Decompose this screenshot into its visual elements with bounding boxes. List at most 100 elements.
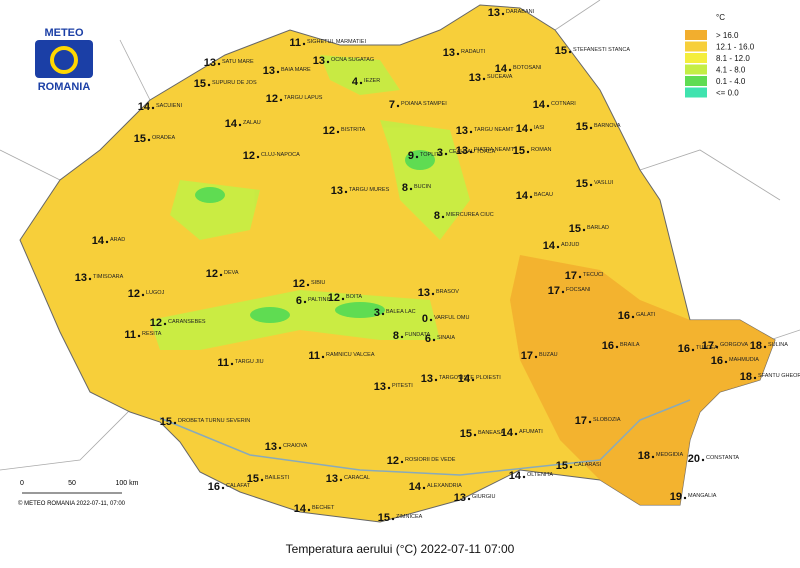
station-name: SULINA bbox=[768, 342, 788, 348]
station-value: 11 bbox=[308, 350, 320, 362]
station: 18 SFANTU GHEORGHE bbox=[740, 371, 800, 383]
legend: °C > 16.0 12.1 - 16.0 8.1 - 12.0 4.1 - 8.0 0… bbox=[685, 13, 755, 98]
station-value: 12 bbox=[243, 150, 255, 162]
station-dot bbox=[763, 345, 767, 349]
station: 13 GIURGIU bbox=[454, 492, 496, 504]
station-value: 15 bbox=[556, 460, 568, 472]
station-dot bbox=[409, 187, 413, 191]
station-name: MANGALIA bbox=[688, 493, 717, 499]
station-value: 14 bbox=[92, 235, 105, 247]
scale-tick: 100 km bbox=[116, 480, 139, 487]
station-name: AFUMATI bbox=[519, 429, 543, 435]
station-name: CLUJ-NAPOCA bbox=[261, 152, 300, 158]
station-dot bbox=[396, 104, 400, 108]
station-value: 14 bbox=[533, 99, 546, 111]
station-name: MAHMUDIA bbox=[729, 357, 759, 363]
station-value: 15 bbox=[576, 121, 588, 133]
station-dot bbox=[529, 195, 533, 199]
station-name: IASI bbox=[534, 125, 545, 131]
station-dot bbox=[88, 277, 92, 281]
station-value: 15 bbox=[134, 133, 146, 145]
station-name: ROSIORII DE VEDE bbox=[405, 457, 456, 463]
station: 18 MEDGIDIA bbox=[638, 450, 684, 462]
legend-label: 8.1 - 12.0 bbox=[716, 54, 750, 63]
station-value: 14 bbox=[495, 63, 508, 75]
station-dot bbox=[217, 62, 221, 66]
station-name: PIATRA NEAMT bbox=[474, 147, 515, 153]
station: 13 DARABANI bbox=[488, 7, 535, 19]
station: 11 SIGHETUL MARMATIEI bbox=[289, 37, 366, 49]
station: 15 BARLAD bbox=[569, 223, 609, 235]
legend-label: > 16.0 bbox=[716, 31, 739, 40]
station-value: 13 bbox=[374, 381, 386, 393]
station: 14 BACAU bbox=[516, 190, 553, 202]
scale-bar: 0 50 100 km © METEO ROMANIA 2022-07-11, … bbox=[18, 480, 139, 507]
station: 16 MAHMUDIA bbox=[711, 355, 760, 367]
station-dot bbox=[753, 376, 757, 380]
station-value: 12 bbox=[387, 455, 399, 467]
station-value: 16 bbox=[602, 340, 614, 352]
station-dot bbox=[173, 421, 177, 425]
station-name: ZIMNICEA bbox=[396, 514, 423, 520]
station: 12 SIBIU bbox=[293, 278, 326, 290]
station-dot bbox=[219, 273, 223, 277]
station-dot bbox=[444, 152, 448, 156]
station: 17 SLOBOZIA bbox=[575, 415, 621, 427]
station-dot bbox=[391, 517, 395, 521]
station-name: ROMAN bbox=[531, 147, 552, 153]
station: 7 POIANA STAMPEI bbox=[389, 99, 447, 111]
station: 15 DROBETA TURNU SEVERIN bbox=[160, 416, 251, 428]
station-value: 18 bbox=[750, 340, 762, 352]
station-name: PITESTI bbox=[392, 383, 413, 389]
station-name: BAILESTI bbox=[265, 475, 290, 481]
station: 8 FUNDATA bbox=[393, 330, 431, 342]
station-name: TARGOVISTE bbox=[439, 375, 474, 381]
station-name: GIURGIU bbox=[472, 494, 496, 500]
station: 14 IASI bbox=[516, 123, 545, 135]
station: 15 BANEASA bbox=[460, 428, 505, 440]
station-dot bbox=[431, 292, 435, 296]
station-value: 9 bbox=[408, 150, 414, 162]
station: 8 BUCIN bbox=[402, 182, 431, 194]
station-dot bbox=[105, 240, 109, 244]
legend-swatch bbox=[685, 53, 707, 63]
station-value: 15 bbox=[460, 428, 472, 440]
station-value: 15 bbox=[247, 473, 259, 485]
station-name: TIMISOARA bbox=[93, 274, 124, 280]
station-value: 12 bbox=[128, 288, 140, 300]
station-value: 8 bbox=[393, 330, 399, 342]
station: 14 SACUIENI bbox=[138, 101, 183, 113]
station-name: TOPLITA bbox=[420, 152, 443, 158]
cold-zones bbox=[195, 150, 435, 323]
station-name: DARABANI bbox=[506, 9, 535, 15]
station-value: 7 bbox=[389, 99, 395, 111]
station: 15 BARNOVA bbox=[576, 121, 621, 133]
station: 3 CEAHLAU TOACA bbox=[437, 147, 496, 159]
scale-tick: 0 bbox=[20, 480, 24, 487]
station-name: MEDGIDIA bbox=[656, 452, 684, 458]
station-name: ARAD bbox=[110, 237, 125, 243]
station-dot bbox=[561, 290, 565, 294]
station-name: RAMNICU VALCEA bbox=[326, 352, 375, 358]
station-name: CALAFAT bbox=[226, 483, 251, 489]
logo-box bbox=[35, 40, 93, 78]
station-value: 3 bbox=[374, 307, 380, 319]
station-dot bbox=[546, 104, 550, 108]
station: 17 FOCSANI bbox=[548, 285, 591, 297]
station-name: GALATI bbox=[636, 312, 656, 318]
station-dot bbox=[589, 126, 593, 130]
station-name: FOCSANI bbox=[566, 287, 591, 293]
warm-region bbox=[510, 255, 775, 505]
legend-label: 12.1 - 16.0 bbox=[716, 43, 755, 52]
station-dot bbox=[207, 83, 211, 87]
station-dot bbox=[715, 345, 719, 349]
station: 14 PLOIESTI bbox=[458, 373, 501, 385]
legend-swatch bbox=[685, 30, 707, 40]
station-dot bbox=[691, 348, 695, 352]
station-name: BANEASA bbox=[478, 430, 504, 436]
station-name: DROBETA TURNU SEVERIN bbox=[178, 418, 250, 424]
logo: METEO ROMANIA bbox=[35, 27, 93, 93]
station-dot bbox=[432, 338, 436, 342]
station: 13 OCNA SUGATAG bbox=[313, 55, 374, 67]
station-name: SIGHETUL MARMATIEI bbox=[307, 39, 366, 45]
